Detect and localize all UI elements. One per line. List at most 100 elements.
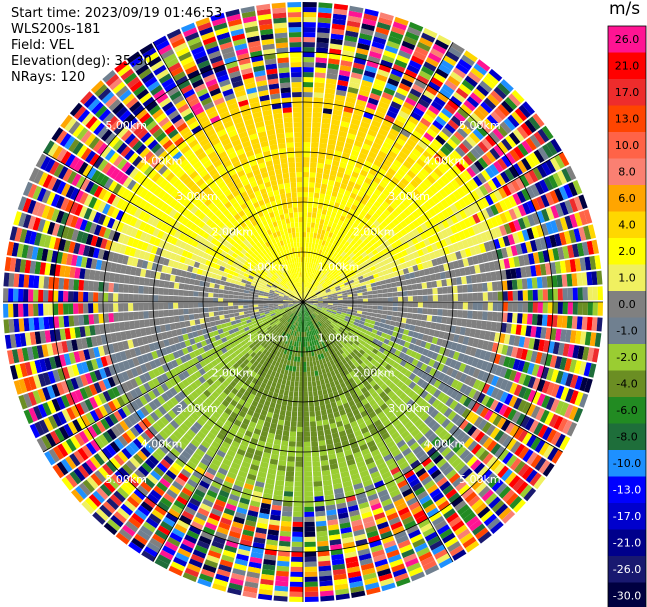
gate-cell bbox=[505, 269, 512, 280]
gate-cell bbox=[400, 375, 409, 384]
gate-cell bbox=[454, 500, 467, 512]
gate-cell bbox=[241, 461, 251, 469]
gate-cell bbox=[409, 478, 421, 488]
gate-cell bbox=[231, 440, 240, 449]
gate-cell bbox=[551, 383, 560, 398]
gate-cell bbox=[243, 352, 250, 359]
gate-cell bbox=[508, 475, 521, 488]
gate-cell bbox=[281, 353, 286, 360]
gate-cell bbox=[254, 373, 261, 380]
gate-cell bbox=[274, 484, 284, 491]
gate-cell bbox=[558, 152, 570, 167]
gate-cell bbox=[176, 440, 187, 450]
gate-cell bbox=[562, 245, 570, 259]
gate-cell bbox=[389, 128, 400, 137]
gate-cell bbox=[319, 255, 323, 261]
gate-cell bbox=[322, 388, 328, 395]
gate-cell bbox=[364, 484, 375, 492]
gate-cell bbox=[211, 458, 222, 467]
gate-cell bbox=[441, 107, 453, 119]
gate-cell bbox=[386, 283, 392, 289]
gate-cell bbox=[173, 444, 184, 454]
gate-cell bbox=[536, 276, 543, 289]
gate-cell bbox=[329, 227, 336, 234]
gate-cell bbox=[287, 317, 292, 323]
gate-cell bbox=[303, 202, 308, 208]
gate-cell bbox=[359, 235, 367, 242]
gate-cell bbox=[331, 553, 344, 561]
gate-cell bbox=[401, 249, 408, 257]
gate-cell bbox=[394, 422, 404, 431]
gate-cell bbox=[388, 359, 396, 367]
gate-cell bbox=[346, 274, 352, 279]
gate-cell bbox=[315, 291, 321, 295]
gate-cell bbox=[419, 181, 429, 191]
gate-cell bbox=[246, 425, 255, 433]
gate-cell bbox=[309, 232, 314, 238]
gate-cell bbox=[541, 208, 550, 222]
gate-cell bbox=[383, 50, 397, 59]
gate-cell bbox=[326, 291, 332, 295]
gate-cell bbox=[330, 401, 337, 409]
gate-cell bbox=[292, 330, 296, 336]
gate-cell bbox=[320, 311, 326, 315]
gate-cell bbox=[329, 43, 343, 50]
gate-cell bbox=[517, 463, 530, 477]
gate-cell bbox=[450, 42, 465, 54]
gate-cell bbox=[321, 308, 327, 311]
gate-cell bbox=[507, 234, 516, 246]
gate-cell bbox=[350, 514, 362, 522]
gate-cell bbox=[425, 109, 437, 120]
gate-cell bbox=[375, 208, 383, 217]
gate-cell bbox=[338, 360, 344, 367]
gate-cell bbox=[383, 274, 390, 280]
gate-cell bbox=[418, 98, 430, 109]
gate-cell bbox=[317, 299, 323, 302]
gate-cell bbox=[447, 168, 458, 179]
gate-cell bbox=[485, 230, 493, 241]
gate-cell bbox=[341, 221, 348, 229]
gate-cell bbox=[312, 268, 316, 274]
gate-cell bbox=[193, 434, 204, 444]
gate-cell bbox=[274, 319, 280, 324]
gate-cell bbox=[396, 439, 406, 449]
gate-cell bbox=[314, 288, 319, 293]
gate-cell bbox=[319, 288, 325, 292]
gate-cell bbox=[546, 429, 557, 443]
gate-cell bbox=[331, 311, 337, 315]
gate-cell bbox=[414, 432, 424, 442]
gate-cell bbox=[344, 551, 358, 559]
gate-cell bbox=[200, 531, 214, 541]
gate-cell bbox=[308, 301, 313, 302]
gate-cell bbox=[253, 454, 262, 462]
gate-cell bbox=[339, 283, 345, 288]
gate-cell bbox=[358, 465, 368, 473]
gate-cell bbox=[386, 440, 396, 449]
gate-cell bbox=[372, 348, 379, 355]
gate-cell bbox=[516, 481, 529, 495]
gate-cell bbox=[306, 262, 309, 268]
gate-cell bbox=[386, 512, 399, 521]
gate-cell bbox=[441, 127, 453, 138]
gate-cell bbox=[557, 302, 563, 314]
gate-cell bbox=[333, 411, 341, 418]
gate-cell bbox=[387, 237, 395, 245]
gate-cell bbox=[91, 423, 102, 436]
gate-cell bbox=[318, 570, 332, 577]
gate-cell bbox=[266, 411, 274, 418]
gate-cell bbox=[457, 310, 463, 318]
gate-cell bbox=[478, 434, 490, 446]
gate-cell bbox=[520, 122, 533, 136]
gate-cell bbox=[297, 331, 300, 337]
gate-cell bbox=[335, 94, 346, 102]
gate-cell bbox=[472, 523, 486, 536]
gate-cell bbox=[310, 431, 318, 437]
gate-cell bbox=[341, 310, 347, 314]
gate-cell bbox=[355, 269, 361, 275]
gate-cell bbox=[74, 433, 85, 447]
gate-cell bbox=[271, 337, 277, 343]
gate-cell bbox=[357, 190, 365, 198]
gate-cell bbox=[319, 287, 324, 291]
gate-cell bbox=[463, 99, 476, 112]
gate-cell bbox=[330, 170, 338, 177]
